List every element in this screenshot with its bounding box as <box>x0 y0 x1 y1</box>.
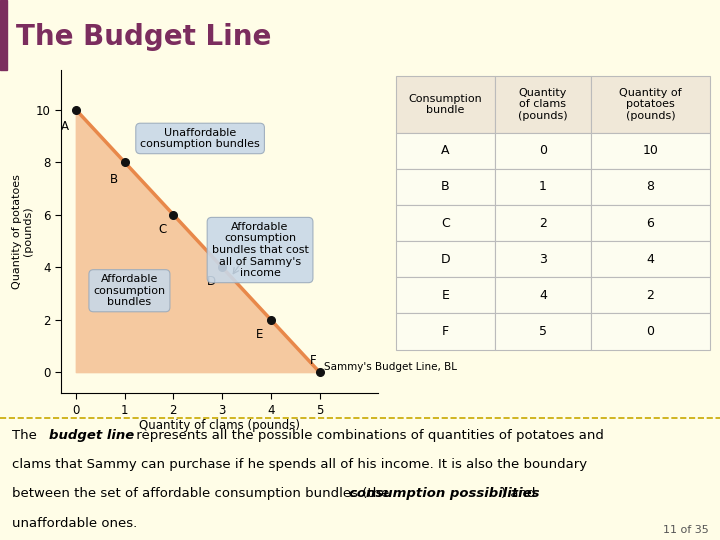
Bar <box>591 76 710 133</box>
Text: The Budget Line: The Budget Line <box>16 23 271 51</box>
Bar <box>495 169 591 205</box>
Text: 3: 3 <box>539 253 547 266</box>
Text: ) and: ) and <box>501 488 536 501</box>
Text: 4: 4 <box>539 289 547 302</box>
Text: 2: 2 <box>647 289 654 302</box>
Bar <box>591 314 710 349</box>
Bar <box>591 241 710 278</box>
Text: Sammy's Budget Line, BL: Sammy's Budget Line, BL <box>325 362 457 373</box>
Bar <box>591 205 710 241</box>
Text: A: A <box>441 144 449 157</box>
Bar <box>495 278 591 314</box>
Text: B: B <box>441 180 449 193</box>
Bar <box>591 278 710 314</box>
Text: C: C <box>441 217 450 230</box>
Text: 6: 6 <box>647 217 654 230</box>
Bar <box>495 241 591 278</box>
Text: Affordable
consumption
bundles that cost
all of Sammy's
income: Affordable consumption bundles that cost… <box>212 222 308 278</box>
Bar <box>395 169 495 205</box>
Text: Consumption
bundle: Consumption bundle <box>408 93 482 115</box>
Bar <box>495 133 591 169</box>
Bar <box>395 278 495 314</box>
Bar <box>495 314 591 349</box>
Text: A: A <box>61 120 69 133</box>
Bar <box>591 133 710 169</box>
Text: B: B <box>109 173 118 186</box>
Bar <box>495 76 591 133</box>
Text: E: E <box>441 289 449 302</box>
Text: consumption possibilities: consumption possibilities <box>349 488 540 501</box>
Text: budget line: budget line <box>49 429 134 442</box>
Text: 0: 0 <box>647 325 654 338</box>
Text: Quantity
of clams
(pounds): Quantity of clams (pounds) <box>518 88 568 121</box>
Text: clams that Sammy can purchase if he spends all of his income. It is also the bou: clams that Sammy can purchase if he spen… <box>12 458 587 471</box>
Text: Unaffordable
consumption bundles: Unaffordable consumption bundles <box>140 127 260 149</box>
Text: F: F <box>310 354 317 367</box>
Bar <box>395 241 495 278</box>
Bar <box>495 205 591 241</box>
Text: represents all the possible combinations of quantities of potatoes and: represents all the possible combinations… <box>132 429 604 442</box>
Text: D: D <box>207 275 216 288</box>
Text: 2: 2 <box>539 217 547 230</box>
Text: E: E <box>256 328 264 341</box>
Text: 11 of 35: 11 of 35 <box>662 525 708 535</box>
Text: 1: 1 <box>539 180 547 193</box>
Text: 10: 10 <box>642 144 658 157</box>
Bar <box>395 76 495 133</box>
Text: C: C <box>158 222 167 235</box>
Y-axis label: Quantity of potatoes
(pounds): Quantity of potatoes (pounds) <box>12 174 33 289</box>
Bar <box>395 133 495 169</box>
Bar <box>0 0 7 70</box>
Text: F: F <box>441 325 449 338</box>
Text: 0: 0 <box>539 144 547 157</box>
Text: 5: 5 <box>539 325 547 338</box>
Text: D: D <box>441 253 450 266</box>
X-axis label: Quantity of clams (pounds): Quantity of clams (pounds) <box>139 420 300 433</box>
Text: Quantity of
potatoes
(pounds): Quantity of potatoes (pounds) <box>619 88 682 121</box>
Text: Affordable
consumption
bundles: Affordable consumption bundles <box>94 274 166 307</box>
Text: unaffordable ones.: unaffordable ones. <box>12 517 137 530</box>
Bar <box>395 314 495 349</box>
Text: 4: 4 <box>647 253 654 266</box>
Bar <box>591 169 710 205</box>
Text: The: The <box>12 429 40 442</box>
Bar <box>395 205 495 241</box>
Text: between the set of affordable consumption bundles (the: between the set of affordable consumptio… <box>12 488 393 501</box>
Text: 8: 8 <box>647 180 654 193</box>
